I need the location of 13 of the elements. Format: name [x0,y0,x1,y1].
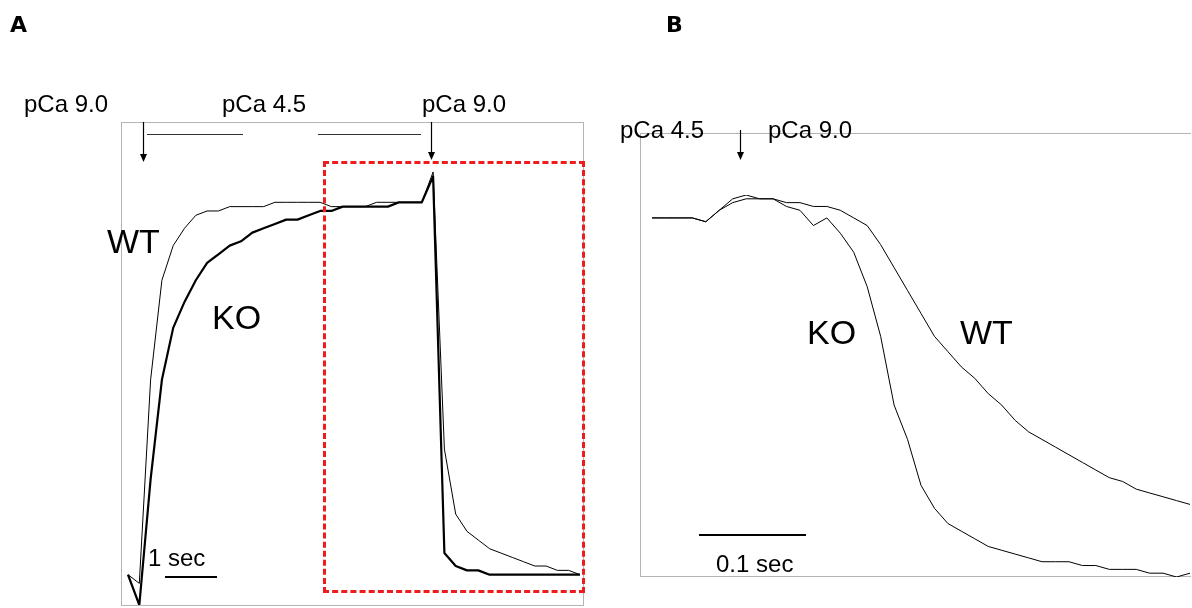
text: pCa 4.5 [222,90,307,117]
chart-title: A [10,12,28,37]
annotation: 1 sec [148,544,206,571]
annotation: 0.1 sec [716,550,794,577]
series-label: KO [807,313,857,351]
chart-title: B [666,12,683,37]
text: pCa 9.0 [24,90,109,117]
series-label: WT [960,313,1013,351]
text: pCa 9.0 [768,116,853,143]
series-label: WT [107,222,160,260]
series-label: KO [212,298,262,336]
text: pCa 4.5 [620,116,705,143]
text: pCa 9.0 [422,90,507,117]
